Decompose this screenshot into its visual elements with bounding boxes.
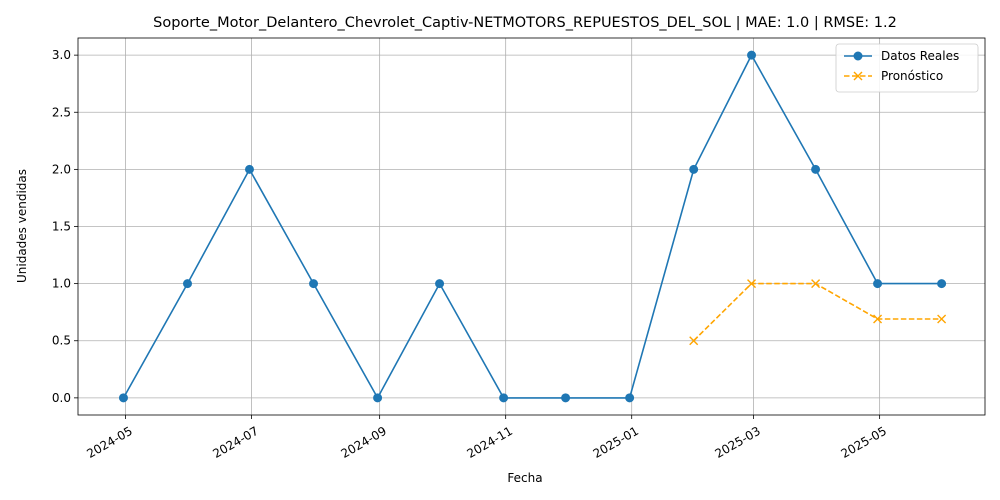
- x-tick-label: 2025-05: [839, 424, 889, 461]
- data-point: [183, 279, 193, 289]
- data-point: [853, 51, 863, 61]
- series-actual: [118, 50, 947, 403]
- legend-item: Datos Reales: [844, 49, 959, 63]
- series-line: [693, 282, 942, 342]
- data-point: [853, 71, 863, 81]
- data-point: [937, 279, 947, 289]
- y-tick-label: 1.5: [52, 220, 71, 234]
- series-forecast: [689, 279, 947, 346]
- data-point: [309, 279, 319, 289]
- data-point: [747, 279, 757, 289]
- x-tick-label: 2025-03: [712, 424, 762, 461]
- x-tick-label: 2024-11: [465, 424, 515, 461]
- data-point: [811, 164, 821, 174]
- x-axis-label: Fecha: [507, 471, 542, 485]
- y-tick-label: 1.0: [52, 277, 71, 291]
- series-layer: [118, 50, 947, 403]
- chart-title: Soporte_Motor_Delantero_Chevrolet_Captiv…: [153, 15, 897, 31]
- series-line: [122, 53, 942, 400]
- data-point: [373, 393, 383, 403]
- data-point: [937, 314, 947, 324]
- data-point: [435, 279, 445, 289]
- data-point: [625, 393, 635, 403]
- legend: Datos Reales Pronóstico: [835, 43, 979, 93]
- x-tick-label: 2024-07: [210, 424, 260, 461]
- legend-label: Pronóstico: [881, 69, 943, 83]
- legend-label: Datos Reales: [881, 49, 959, 63]
- data-point: [873, 279, 883, 289]
- data-point: [689, 336, 699, 346]
- data-point: [689, 164, 699, 174]
- y-axis-label: Unidades vendidas: [15, 169, 29, 283]
- x-axis-ticks: 2024-05 2024-07 2024-09 2024-11 2025-01 2025-…: [84, 415, 889, 461]
- y-tick-label: 0.5: [52, 334, 71, 348]
- data-point: [499, 393, 509, 403]
- data-point: [811, 279, 821, 289]
- x-tick-label: 2024-09: [339, 424, 389, 461]
- data-point: [561, 393, 571, 403]
- y-tick-label: 3.0: [52, 48, 71, 62]
- legend-item: Pronóstico: [844, 69, 943, 83]
- grid: [78, 38, 985, 415]
- data-point: [118, 393, 128, 403]
- data-point: [244, 164, 254, 174]
- y-tick-label: 0.0: [52, 391, 71, 405]
- y-tick-label: 2.0: [52, 162, 71, 176]
- x-tick-label: 2025-01: [591, 424, 641, 461]
- data-point: [747, 50, 757, 60]
- y-tick-label: 2.5: [52, 105, 71, 119]
- data-point: [873, 314, 883, 324]
- x-tick-label: 2024-05: [84, 424, 134, 461]
- y-axis-ticks: 0.0 0.5 1.0 1.5 2.0 2.5 3.0: [52, 48, 78, 405]
